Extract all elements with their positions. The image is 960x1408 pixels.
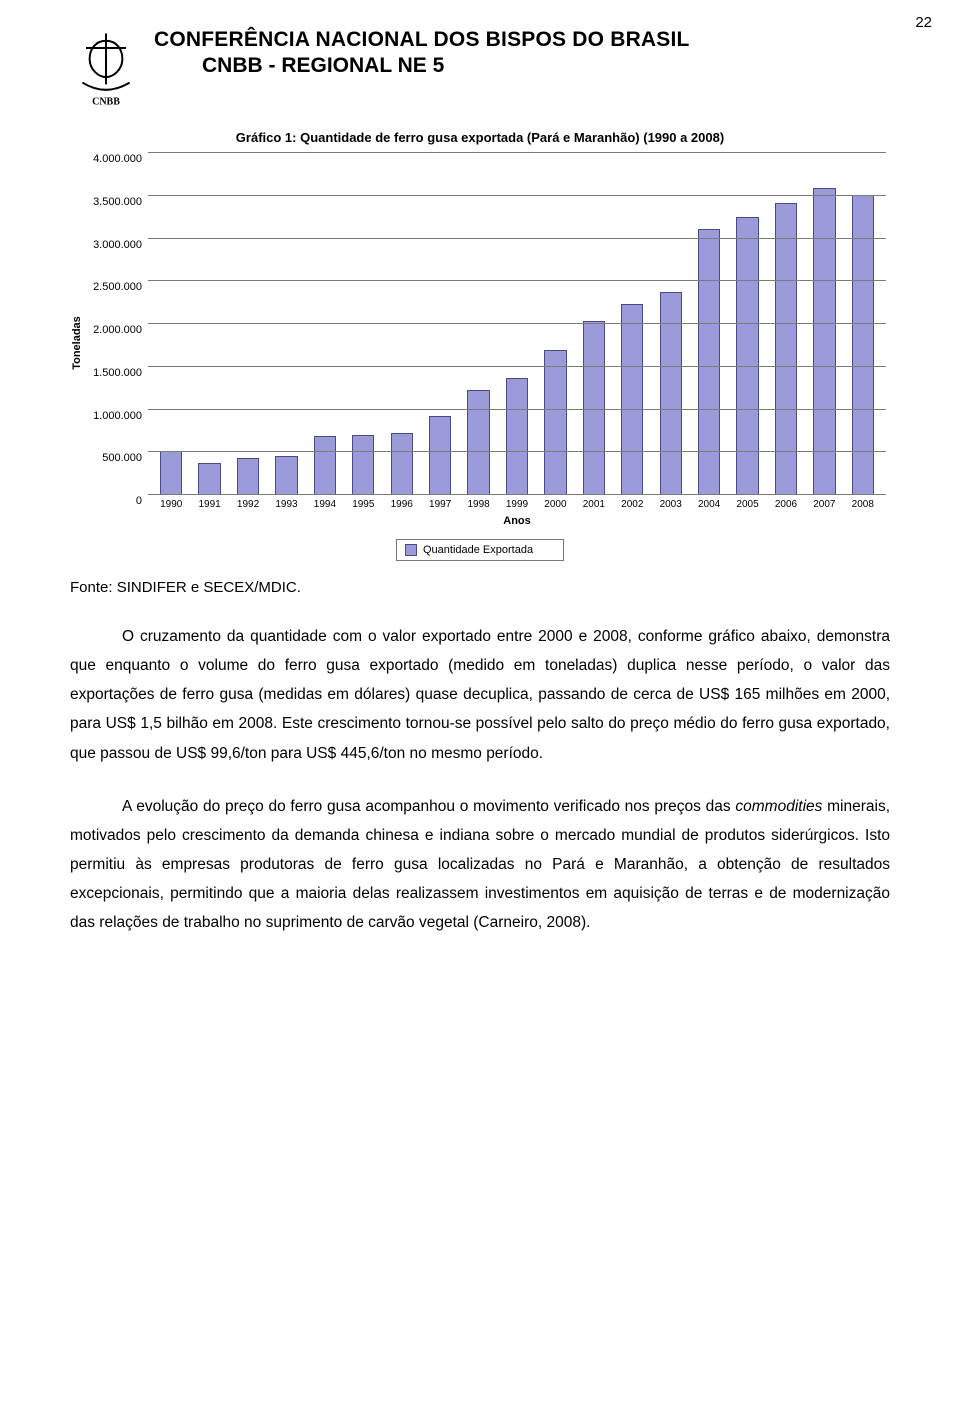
chart-bar (506, 378, 528, 495)
chart-bar-column: 2000 (536, 153, 574, 495)
chart-bar-column: 1996 (383, 153, 421, 495)
p2-em: commodities (735, 798, 822, 815)
chart-bar (429, 416, 451, 495)
chart-xtick: 1999 (506, 495, 528, 510)
chart-bar (160, 451, 182, 495)
chart-bar-column: 2004 (690, 153, 728, 495)
chart-bar (198, 463, 220, 495)
chart-gridline (148, 152, 886, 153)
chart-bar-column: 2006 (767, 153, 805, 495)
chart-xtick: 1992 (237, 495, 259, 510)
chart-bar-column: 1993 (267, 153, 305, 495)
cnbb-logo-icon: CNBB (70, 28, 142, 108)
document-header: CNBB CONFERÊNCIA NACIONAL DOS BISPOS DO … (70, 28, 890, 108)
paragraph-1: O cruzamento da quantidade com o valor e… (70, 622, 890, 768)
chart-gridline (148, 195, 886, 196)
chart-gridline (148, 366, 886, 367)
chart-bar (544, 350, 566, 495)
chart-xtick: 2007 (813, 495, 835, 510)
source-line: Fonte: SINDIFER e SECEX/MDIC. (70, 579, 890, 596)
chart-bar (852, 195, 874, 495)
chart-xtick: 1996 (391, 495, 413, 510)
chart-plot-area: 1990199119921993199419951996199719981999… (148, 153, 886, 495)
chart-xtick: 2001 (583, 495, 605, 510)
chart-caption: Gráfico 1: Quantidade de ferro gusa expo… (70, 130, 890, 145)
chart-xtick: 2008 (852, 495, 874, 510)
p2-pre: A evolução do preço do ferro gusa acompa… (122, 798, 735, 815)
chart-bar-column: 1997 (421, 153, 459, 495)
chart-bar-column: 2002 (613, 153, 651, 495)
chart-bar (698, 229, 720, 495)
chart-xlabel: Anos (148, 515, 886, 527)
legend-swatch-icon (405, 544, 417, 556)
chart-bars-container: 1990199119921993199419951996199719981999… (148, 153, 886, 495)
header-subtitle: CNBB - REGIONAL NE 5 (154, 54, 690, 78)
chart-xtick: 1993 (275, 495, 297, 510)
chart-gridline (148, 238, 886, 239)
chart-bar-column: 1998 (459, 153, 497, 495)
chart-bar-column: 1994 (306, 153, 344, 495)
chart-xtick: 2002 (621, 495, 643, 510)
chart-bar-column: 2005 (728, 153, 766, 495)
header-title: CONFERÊNCIA NACIONAL DOS BISPOS DO BRASI… (154, 28, 690, 52)
page-number: 22 (915, 14, 932, 31)
chart-bar (275, 456, 297, 495)
chart-xtick: 2006 (775, 495, 797, 510)
chart-legend: Quantidade Exportada (396, 539, 564, 561)
chart-bar (736, 217, 758, 495)
chart-bar (237, 458, 259, 495)
chart-bar-column: 1991 (190, 153, 228, 495)
legend-label: Quantidade Exportada (423, 544, 533, 556)
chart-bar-column: 2001 (575, 153, 613, 495)
chart-bar (621, 304, 643, 495)
chart-xtick: 2005 (736, 495, 758, 510)
logo-text: CNBB (92, 96, 120, 107)
chart-gridline (148, 494, 886, 495)
chart-xtick: 2003 (660, 495, 682, 510)
chart-xtick: 2004 (698, 495, 720, 510)
chart-bar (314, 436, 336, 495)
chart-bar-column: 2008 (844, 153, 882, 495)
chart-gridline (148, 280, 886, 281)
chart-bar (391, 433, 413, 495)
bar-chart: Toneladas 199019911992199319941995199619… (70, 153, 890, 533)
chart-bar-column: 1990 (152, 153, 190, 495)
chart-xtick: 1990 (160, 495, 182, 510)
chart-xtick: 1995 (352, 495, 374, 510)
chart-bar-column: 2007 (805, 153, 843, 495)
chart-xtick: 1997 (429, 495, 451, 510)
chart-bar (813, 188, 835, 495)
chart-gridline (148, 323, 886, 324)
chart-xtick: 1998 (467, 495, 489, 510)
chart-xtick: 1994 (314, 495, 336, 510)
chart-gridline (148, 409, 886, 410)
chart-bar-column: 1999 (498, 153, 536, 495)
chart-xtick: 2000 (544, 495, 566, 510)
chart-gridline (148, 451, 886, 452)
chart-xtick: 1991 (199, 495, 221, 510)
chart-bar (352, 435, 374, 495)
chart-bar-column: 1995 (344, 153, 382, 495)
p2-post: minerais, motivados pelo crescimento da … (70, 798, 890, 932)
paragraph-2: A evolução do preço do ferro gusa acompa… (70, 792, 890, 938)
chart-bar-column: 1992 (229, 153, 267, 495)
chart-bar (467, 390, 489, 495)
chart-ylabel: Toneladas (71, 316, 83, 370)
chart-bar-column: 2003 (651, 153, 689, 495)
